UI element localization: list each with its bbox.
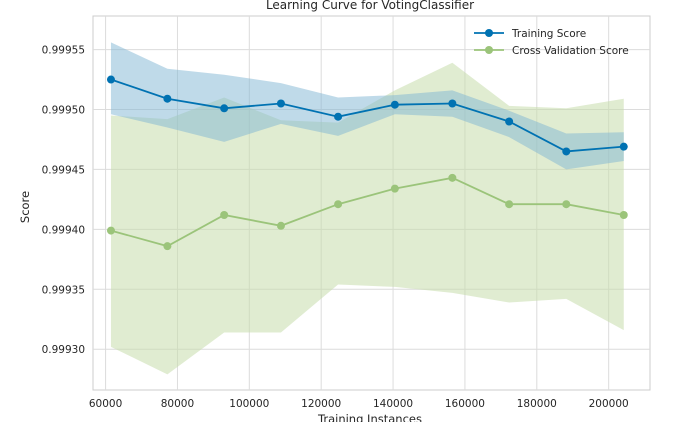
x-tick-label: 200000 bbox=[589, 398, 629, 410]
cross-validation-score-point bbox=[220, 210, 229, 219]
training-score-point bbox=[106, 75, 115, 84]
y-tick-label: 0.99930 bbox=[42, 344, 85, 356]
cross-validation-score-legend-label: Cross Validation Score bbox=[512, 45, 629, 57]
y-tick-label: 0.99945 bbox=[42, 164, 85, 176]
training-score-point bbox=[562, 147, 571, 156]
training-score-point bbox=[276, 99, 285, 108]
cross-validation-score-point bbox=[390, 184, 399, 193]
chart-title: Learning Curve for VotingClassifier bbox=[266, 0, 474, 12]
x-tick-label: 140000 bbox=[373, 398, 413, 410]
cross-validation-score-point bbox=[448, 173, 457, 182]
cross-validation-score-legend-marker bbox=[485, 46, 493, 54]
cross-validation-score-point bbox=[505, 200, 514, 209]
y-tick-label: 0.99935 bbox=[42, 284, 85, 296]
x-tick-label: 80000 bbox=[161, 398, 194, 410]
training-score-point bbox=[334, 112, 343, 121]
x-axis-label: Training Instances bbox=[317, 412, 422, 422]
training-score-point bbox=[505, 117, 514, 126]
cross-validation-score-point bbox=[163, 242, 172, 251]
x-tick-label: 60000 bbox=[89, 398, 122, 410]
x-tick-label: 180000 bbox=[517, 398, 557, 410]
series-lines bbox=[106, 75, 628, 251]
confidence-bands bbox=[110, 42, 624, 375]
training-score-point bbox=[220, 104, 229, 113]
cross-validation-score-point bbox=[106, 226, 115, 235]
training-score-point bbox=[390, 100, 399, 109]
y-tick-label: 0.99955 bbox=[42, 45, 85, 57]
cross-validation-score-point bbox=[334, 200, 343, 209]
tick-labels: 60000 80000 100000 120000 140000 160000 180000… bbox=[42, 45, 629, 410]
training-score-legend-label: Training Score bbox=[511, 28, 586, 40]
x-tick-label: 100000 bbox=[229, 398, 269, 410]
cross-validation-band bbox=[110, 62, 624, 375]
legend: Training Score Cross Validation Score bbox=[474, 28, 629, 57]
training-score-point bbox=[163, 94, 172, 103]
training-score-line bbox=[110, 78, 624, 153]
cross-validation-score-point bbox=[562, 200, 571, 209]
y-tick-label: 0.99950 bbox=[42, 105, 85, 117]
training-score-band bbox=[110, 42, 624, 170]
training-score-point bbox=[619, 142, 628, 151]
training-score-point bbox=[448, 99, 457, 108]
y-tick-label: 0.99940 bbox=[42, 224, 85, 236]
x-tick-label: 120000 bbox=[301, 398, 341, 410]
cross-validation-score-point bbox=[276, 221, 285, 230]
training-score-legend-marker bbox=[485, 29, 493, 37]
cross-validation-score-line bbox=[110, 176, 624, 248]
cross-validation-score-point bbox=[619, 210, 628, 219]
y-axis-label: Score bbox=[18, 191, 32, 223]
x-tick-label: 160000 bbox=[445, 398, 485, 410]
